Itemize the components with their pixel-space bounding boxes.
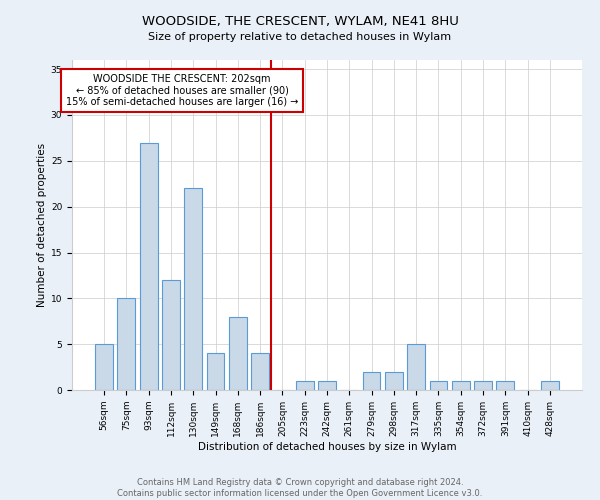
Bar <box>318 381 336 390</box>
Text: WOODSIDE, THE CRESCENT, WYLAM, NE41 8HU: WOODSIDE, THE CRESCENT, WYLAM, NE41 8HU <box>142 15 458 28</box>
Text: Size of property relative to detached houses in Wylam: Size of property relative to detached ho… <box>148 32 452 42</box>
Text: WOODSIDE THE CRESCENT: 202sqm
← 85% of detached houses are smaller (90)
15% of s: WOODSIDE THE CRESCENT: 202sqm ← 85% of d… <box>66 74 298 107</box>
Bar <box>229 316 247 390</box>
Bar <box>118 298 136 390</box>
Bar <box>452 381 470 390</box>
Bar <box>251 354 269 390</box>
Bar <box>362 372 380 390</box>
X-axis label: Distribution of detached houses by size in Wylam: Distribution of detached houses by size … <box>197 442 457 452</box>
Bar <box>474 381 492 390</box>
Bar <box>162 280 180 390</box>
Bar <box>430 381 448 390</box>
Y-axis label: Number of detached properties: Number of detached properties <box>37 143 47 307</box>
Bar <box>296 381 314 390</box>
Bar <box>184 188 202 390</box>
Bar <box>385 372 403 390</box>
Bar <box>95 344 113 390</box>
Bar <box>541 381 559 390</box>
Text: Contains HM Land Registry data © Crown copyright and database right 2024.
Contai: Contains HM Land Registry data © Crown c… <box>118 478 482 498</box>
Bar <box>496 381 514 390</box>
Bar <box>206 354 224 390</box>
Bar <box>140 142 158 390</box>
Bar <box>407 344 425 390</box>
